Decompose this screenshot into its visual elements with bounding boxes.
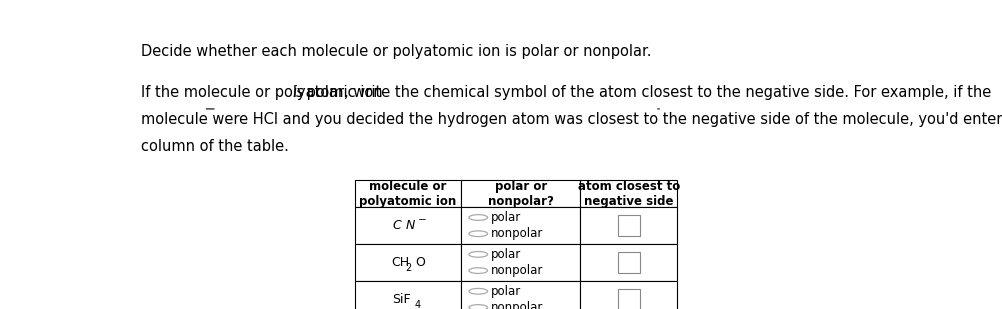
- Text: polar, write the chemical symbol of the atom closest to the negative side. For e: polar, write the chemical symbol of the …: [302, 85, 990, 100]
- Text: polar or
nonpolar?: polar or nonpolar?: [487, 180, 553, 208]
- Text: molecule were HCl and you decided the hydrogen atom was closest to the negative : molecule were HCl and you decided the hy…: [140, 112, 1002, 127]
- Bar: [461, 281, 580, 309]
- Circle shape: [469, 268, 487, 273]
- Text: Decide whether each molecule or polyatomic ion is polar or nonpolar.: Decide whether each molecule or polyatom…: [140, 44, 650, 59]
- Text: CH: CH: [391, 256, 409, 269]
- Bar: [461, 180, 580, 207]
- Text: column of the table.: column of the table.: [140, 139, 289, 154]
- Text: molecule or
polyatomic ion: molecule or polyatomic ion: [359, 180, 456, 208]
- Bar: [355, 244, 461, 281]
- Text: O: O: [415, 256, 425, 269]
- Text: SiF: SiF: [392, 293, 411, 306]
- Text: nonpolar: nonpolar: [490, 227, 542, 240]
- Text: atom closest to
negative side: atom closest to negative side: [577, 180, 679, 208]
- Text: polar: polar: [490, 248, 520, 261]
- Bar: [461, 207, 580, 244]
- Text: −: −: [417, 215, 426, 225]
- Text: nonpolar: nonpolar: [490, 301, 542, 309]
- Text: is: is: [293, 85, 305, 100]
- Circle shape: [469, 305, 487, 309]
- Text: If the molecule or polyatomic ion: If the molecule or polyatomic ion: [140, 85, 387, 100]
- Bar: [355, 207, 461, 244]
- Circle shape: [469, 215, 487, 220]
- Bar: [580, 180, 676, 207]
- Text: 2: 2: [405, 263, 412, 273]
- Circle shape: [469, 231, 487, 237]
- Text: 4: 4: [414, 300, 420, 309]
- Bar: [617, 252, 639, 273]
- Text: polar: polar: [490, 285, 520, 298]
- Bar: [617, 215, 639, 236]
- Bar: [461, 244, 580, 281]
- Bar: [580, 281, 676, 309]
- Circle shape: [469, 252, 487, 257]
- Bar: [580, 244, 676, 281]
- Bar: [617, 289, 639, 309]
- Circle shape: [469, 288, 487, 294]
- Bar: [355, 281, 461, 309]
- Bar: [580, 207, 676, 244]
- Bar: [355, 180, 461, 207]
- Text: N: N: [405, 219, 415, 232]
- Text: polar: polar: [490, 211, 520, 224]
- Text: C: C: [393, 219, 401, 232]
- Text: nonpolar: nonpolar: [490, 264, 542, 277]
